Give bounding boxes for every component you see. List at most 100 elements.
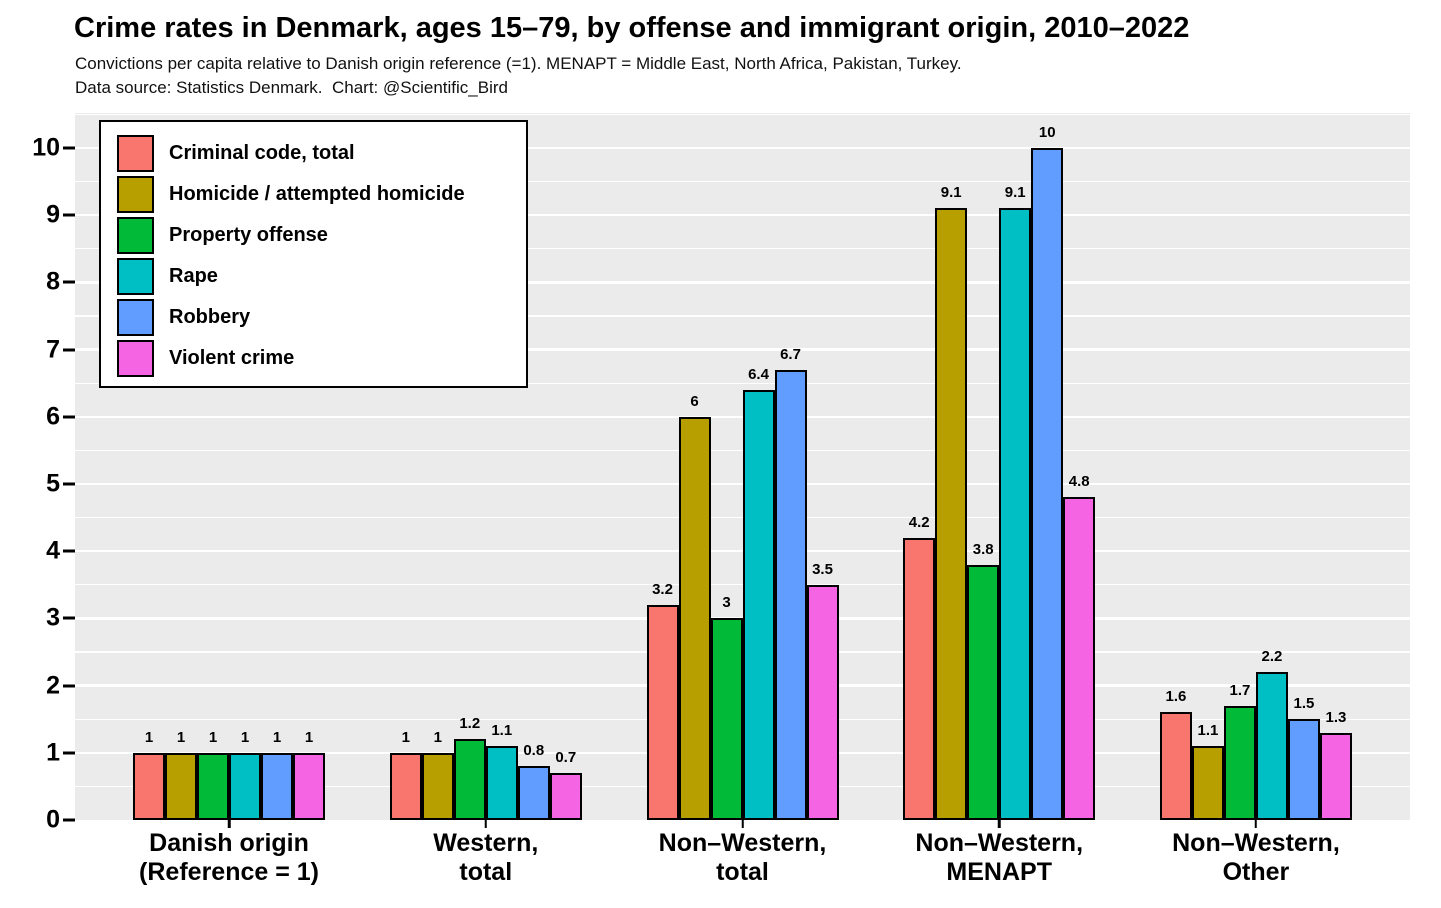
y-tick-label: 0 <box>46 805 60 834</box>
bar-robbery <box>774 369 807 820</box>
bar-criminal-code-total <box>903 537 936 820</box>
bar-value-label: 1 <box>144 728 154 746</box>
legend-label: Property offense <box>169 224 328 246</box>
bar-value-label: 1.7 <box>1229 681 1251 699</box>
y-axis-tick <box>63 684 75 688</box>
legend-item: Property offense <box>117 217 526 254</box>
bar-criminal-code-total <box>389 752 422 820</box>
bar-property-offense <box>453 739 486 820</box>
y-tick-label: 7 <box>46 335 60 364</box>
bar-violent-crime <box>806 584 839 820</box>
gridline-minor <box>75 315 1410 317</box>
y-axis-tick <box>63 348 75 352</box>
y-tick-label: 5 <box>46 469 60 498</box>
bar-value-label: 3.8 <box>972 540 994 558</box>
y-axis-tick <box>63 415 75 419</box>
chart-subtitle: Convictions per capita relative to Danis… <box>75 54 962 73</box>
legend-label: Criminal code, total <box>169 142 355 164</box>
bar-homicide-attempted-homicide <box>165 752 198 820</box>
x-axis-tick <box>997 820 1001 828</box>
bar-value-label: 3 <box>722 594 731 612</box>
x-category-label: Non–Western, total <box>658 829 827 886</box>
bar-value-label: 4.2 <box>908 513 930 531</box>
bar-value-label: 4.8 <box>1068 473 1090 491</box>
bar-value-label: 9.1 <box>940 184 962 202</box>
bar-rape <box>999 208 1032 820</box>
y-tick-label: 1 <box>46 738 60 767</box>
gridline-major <box>75 348 1410 351</box>
bar-property-offense <box>710 618 743 820</box>
bar-rape <box>229 752 262 820</box>
legend-swatch <box>117 340 154 377</box>
x-axis-tick <box>227 820 231 828</box>
legend: Criminal code, total Homicide / attempted… <box>99 120 528 388</box>
x-category-label: Western, total <box>433 829 539 886</box>
bar-criminal-code-total <box>133 752 166 820</box>
bar-value-label: 1.6 <box>1165 688 1187 706</box>
y-tick-label: 9 <box>46 200 60 229</box>
bar-violent-crime <box>549 772 582 820</box>
bar-value-label: 1 <box>240 728 250 746</box>
bar-homicide-attempted-homicide <box>935 208 968 820</box>
bar-robbery <box>1031 148 1064 820</box>
bar-criminal-code-total <box>646 604 679 820</box>
bar-value-label: 10 <box>1038 124 1056 141</box>
bar-robbery <box>1287 719 1320 820</box>
chart-title: Crime rates in Denmark, ages 15–79, by o… <box>74 12 1190 44</box>
bar-value-label: 0.7 <box>555 748 577 766</box>
x-axis-tick <box>484 820 488 828</box>
gridline-minor <box>75 382 1410 384</box>
gridline-major <box>75 146 1410 150</box>
bar-robbery <box>517 766 550 820</box>
gridline-minor <box>75 113 1410 116</box>
bar-value-label: 1 <box>433 728 442 746</box>
x-category-label: Non–Western, Other <box>1172 829 1340 886</box>
legend-swatch <box>117 299 154 336</box>
bar-criminal-code-total <box>1159 712 1192 820</box>
bar-value-label: 1.1 <box>491 722 513 740</box>
x-axis-tick <box>741 820 744 828</box>
bar-rape <box>1255 672 1288 820</box>
y-axis-tick <box>63 616 75 620</box>
x-axis-tick <box>1254 820 1258 828</box>
y-axis-tick <box>63 751 75 755</box>
bar-value-label: 1.1 <box>1197 722 1219 740</box>
y-tick-label: 8 <box>46 267 60 296</box>
x-category-label: Danish origin (Reference = 1) <box>139 829 320 886</box>
legend-item: Violent crime <box>117 340 526 377</box>
y-tick-label: 10 <box>32 133 60 162</box>
bar-violent-crime <box>293 752 326 820</box>
bar-homicide-attempted-homicide <box>421 752 454 820</box>
bar-violent-crime <box>1319 732 1352 820</box>
y-axis-tick <box>63 818 75 822</box>
legend-swatch <box>117 135 154 172</box>
legend-label: Robbery <box>169 306 251 328</box>
x-category-label: Non–Western, MENAPT <box>915 829 1084 886</box>
legend-item: Rape <box>117 258 526 295</box>
chart-caption: Data source: Statistics Denmark. Chart: … <box>75 78 508 97</box>
bar-value-label: 2.2 <box>1261 648 1283 666</box>
bar-value-label: 1.2 <box>459 715 481 733</box>
y-tick-label: 6 <box>46 402 60 431</box>
bar-value-label: 1 <box>208 728 218 746</box>
gridline-major <box>75 213 1410 217</box>
bar-value-label: 1.3 <box>1325 708 1347 726</box>
legend-swatch <box>117 217 154 254</box>
y-axis-tick <box>63 213 75 217</box>
legend-swatch <box>117 258 154 295</box>
bar-value-label: 3.5 <box>812 560 833 578</box>
y-axis-tick <box>63 549 75 553</box>
bar-rape <box>485 746 518 820</box>
legend-swatch <box>117 176 154 213</box>
gridline-major <box>75 281 1410 284</box>
y-tick-label: 4 <box>46 536 60 565</box>
legend-item: Criminal code, total <box>117 135 526 172</box>
legend-item: Robbery <box>117 299 526 336</box>
gridline-minor <box>75 248 1410 250</box>
bar-value-label: 9.1 <box>1004 184 1026 202</box>
bar-value-label: 1 <box>176 728 186 746</box>
legend-label: Violent crime <box>169 347 295 369</box>
gridline-minor <box>75 180 1410 183</box>
bar-value-label: 0.8 <box>523 742 545 760</box>
bar-property-offense <box>1223 705 1256 820</box>
